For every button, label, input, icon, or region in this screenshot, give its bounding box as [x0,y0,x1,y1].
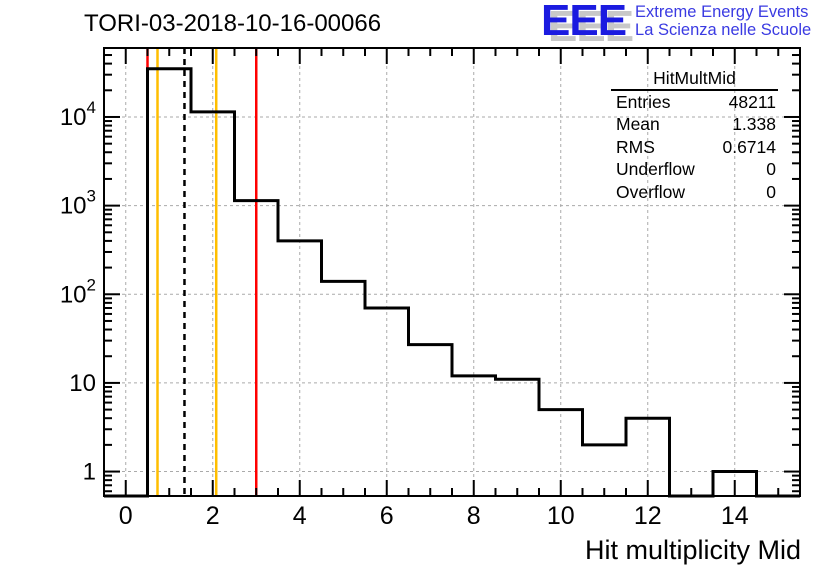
x-tick-label: 14 [721,502,749,530]
eee-logo: EEE Extreme Energy Events La Scienza nel… [541,0,811,45]
stats-box-title: HitMultMid [611,68,778,91]
y-tick-label: 102 [60,275,96,308]
stats-row: Entries 48211 [611,91,778,113]
stats-row-value: 0 [766,181,776,202]
eee-logo-acronym: EEE [541,0,627,45]
stats-row: Mean 1.338 [611,113,778,135]
plot-frame [103,47,801,497]
stats-row-label: Mean [616,114,660,135]
x-tick-label: 4 [293,502,307,530]
stats-row-label: Entries [616,92,671,112]
stats-row: RMS 0.6714 [611,136,778,158]
stats-row-label: Overflow [616,181,686,202]
x-tick-label: 2 [206,502,220,530]
x-tick-label: 8 [467,502,481,530]
stats-row-value: 1.338 [732,114,776,135]
y-tick-label: 1 [83,459,96,486]
eee-logo-line2: La Scienza nelle Scuole [635,21,812,39]
stats-row-value: 0.6714 [722,136,776,157]
stats-row-label: Underflow [616,159,695,180]
stats-box-rows: Entries 48211 Mean 1.338 RMS 0.6714 Underflow 0… [611,91,778,203]
x-tick-label: 0 [119,502,133,530]
x-tick-label: 10 [547,502,575,530]
y-tick-label: 103 [60,187,96,220]
eee-logo-text: Extreme Energy Events La Scienza nelle S… [635,3,811,39]
stats-row-value: 48211 [728,92,776,112]
stats-row: Overflow 0 [611,181,778,203]
stats-row-label: RMS [616,136,655,157]
y-tick-label: 104 [60,98,96,131]
y-tick-label: 10 [69,370,96,397]
plot-title: TORI-03-2018-10-16-00066 [84,10,382,37]
stats-row: Underflow 0 [611,158,778,180]
x-tick-label: 12 [634,502,662,530]
stats-box: HitMultMid Entries 48211 Mean 1.338 RMS 0.671… [611,68,778,203]
stats-row-value: 0 [766,159,776,180]
x-axis-title: Hit multiplicity Mid [584,535,801,565]
x-tick-label: 6 [380,502,394,530]
histogram-line [104,67,800,498]
eee-logo-line1: Extreme Energy Events [635,3,809,21]
